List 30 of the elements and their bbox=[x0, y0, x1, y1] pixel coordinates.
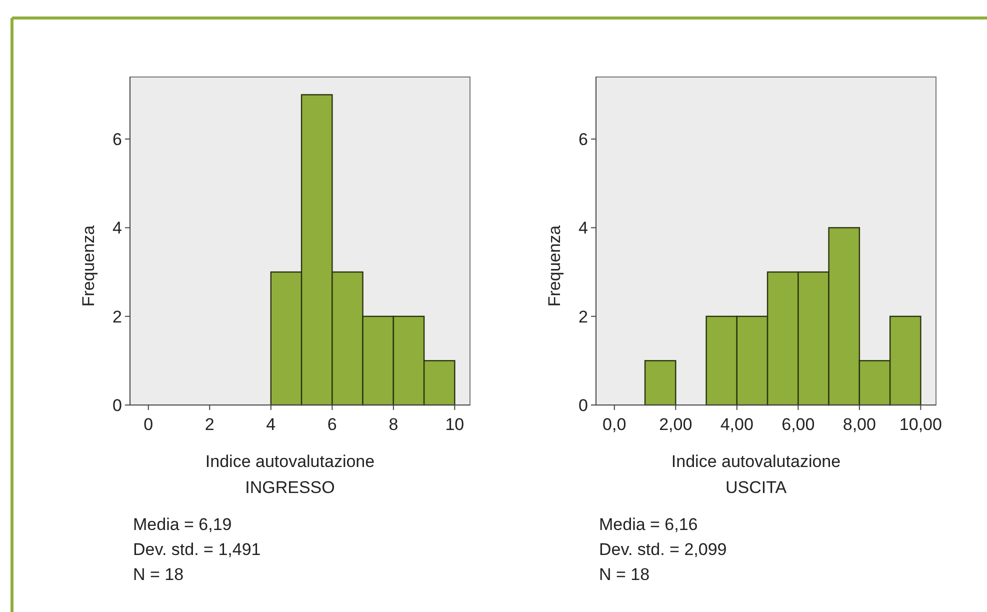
x-tick-label: 10 bbox=[445, 415, 464, 434]
x-tick-label: 6 bbox=[327, 415, 337, 434]
x-tick-label: 4,00 bbox=[720, 415, 754, 434]
y-tick-label: 6 bbox=[578, 130, 588, 150]
y-tick-label: 2 bbox=[112, 307, 122, 326]
x-tick-label: 0,0 bbox=[602, 415, 626, 434]
y-tick-label: 0 bbox=[578, 396, 588, 415]
x-tick-label: 6,00 bbox=[782, 415, 815, 434]
y-tick-label: 2 bbox=[578, 307, 588, 326]
text: Media = 6,16 bbox=[599, 515, 698, 534]
x-tick-label: 4 bbox=[266, 415, 276, 434]
y-tick-label: 0 bbox=[112, 396, 122, 415]
x-axis-title: Indice autovalutazione INGRESSO bbox=[205, 452, 375, 497]
text: Media = 6,19 bbox=[133, 515, 232, 534]
text: Dev. std. = 1,491 bbox=[133, 540, 261, 559]
x-axis-title: Indice autovalutazione USCITA bbox=[671, 452, 841, 497]
y-axis-title: Frequenza bbox=[545, 224, 564, 307]
x-tick-label: 8,00 bbox=[842, 415, 876, 434]
text: Dev. std. = 2,099 bbox=[599, 540, 727, 559]
x-tick-label: 2 bbox=[204, 415, 214, 434]
text: N = 18 bbox=[133, 565, 184, 584]
y-tick-label: 4 bbox=[112, 218, 122, 238]
y-axis-title: Frequenza bbox=[79, 224, 98, 307]
x-tick-label: 2,00 bbox=[659, 415, 692, 434]
y-tick-label: 6 bbox=[112, 130, 122, 150]
x-tick-label: 0 bbox=[144, 415, 154, 434]
x-tick-label: 8 bbox=[388, 415, 398, 434]
text: N = 18 bbox=[599, 565, 650, 584]
x-tick-label: 10,00 bbox=[899, 415, 942, 434]
y-tick-label: 4 bbox=[578, 218, 588, 238]
